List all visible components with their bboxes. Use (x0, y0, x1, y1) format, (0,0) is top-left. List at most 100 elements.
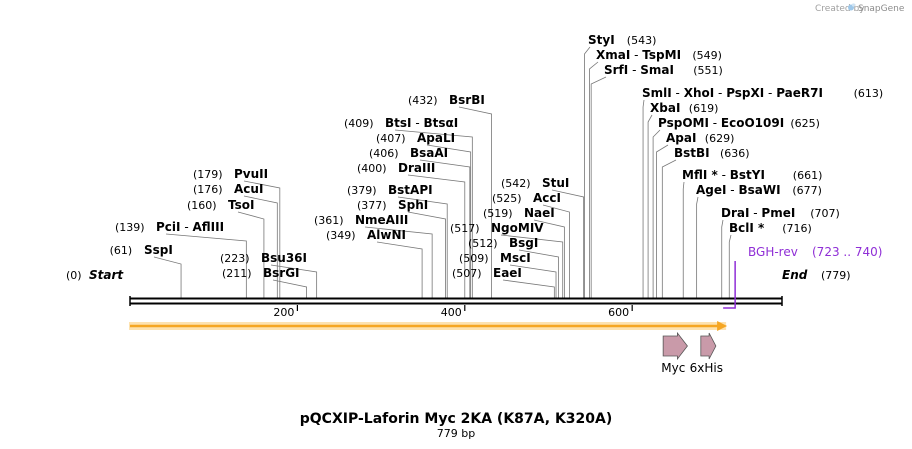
site-names[interactable]: BstAPI (388, 183, 433, 197)
site-names[interactable]: ApaI (666, 131, 696, 145)
site-msci[interactable]: MscI (509) (459, 251, 531, 265)
site-names[interactable]: PvuII (234, 167, 268, 181)
site-smli-xhoi-pspxi-paer7i[interactable]: SmlI - XhoI - PspXI - PaeR7I (613) (642, 86, 883, 100)
site-btsi-bts-i[interactable]: BtsI - BtsαI (409) (344, 116, 458, 130)
site-names[interactable]: BtsI - BtsαI (385, 116, 458, 130)
enzyme-name[interactable]: SrfI (604, 63, 628, 77)
site-pcii-afliii[interactable]: PciI - AflIII (139) (115, 220, 224, 234)
enzyme-name[interactable]: NgoMIV (491, 221, 544, 235)
enzyme-name[interactable]: BsgI (509, 236, 538, 250)
site-names[interactable]: XmaI - TspMI (596, 48, 681, 62)
site-acui[interactable]: AcuI (176) (193, 182, 263, 196)
enzyme-name[interactable]: PmeI (761, 206, 795, 220)
site-apali[interactable]: ApaLI (407) (376, 131, 455, 145)
site-names[interactable]: NmeAIII (355, 213, 408, 227)
site-bstbi[interactable]: BstBI (636) (674, 146, 750, 160)
enzyme-name[interactable]: AflIII (192, 220, 224, 234)
enzyme-name[interactable]: BstBI (674, 146, 710, 160)
enzyme-name[interactable]: SmlI (642, 86, 672, 100)
site-bcli[interactable]: BclI * (716) (729, 221, 812, 235)
site-names[interactable]: BsrBI (449, 93, 485, 107)
site-xmai-tspmi[interactable]: XmaI - TspMI (549) (596, 48, 722, 62)
site-styi[interactable]: StyI (543) (588, 33, 656, 47)
site-bstapi[interactable]: BstAPI (379) (347, 183, 433, 197)
site-names[interactable]: DraI - PmeI (721, 206, 795, 220)
site-names[interactable]: AcuI (234, 182, 263, 196)
enzyme-name[interactable]: PvuII (234, 167, 268, 181)
site-bsrbi[interactable]: BsrBI (432) (408, 93, 485, 107)
site-names[interactable]: StuI (542, 176, 569, 190)
enzyme-name[interactable]: ApaLI (417, 131, 455, 145)
enzyme-name[interactable]: PciI (156, 220, 181, 234)
site-pspomi-ecoo109i[interactable]: PspOMI - EcoO109I (625) (658, 116, 820, 130)
enzyme-name[interactable]: PaeR7I (776, 86, 823, 100)
enzyme-name[interactable]: EcoO109I (721, 116, 784, 130)
site-names[interactable]: Bsu36I (261, 251, 307, 265)
primer-bgh-rev[interactable]: BGH-rev (723 .. 740) (723, 245, 882, 309)
enzyme-name[interactable]: DraI (721, 206, 749, 220)
enzyme-name[interactable]: AccI (533, 191, 561, 205)
enzyme-name[interactable]: SmaI (640, 63, 674, 77)
site-names[interactable]: AlwNI (367, 228, 406, 242)
enzyme-name[interactable]: BsrGI (263, 266, 300, 280)
site-mfli-bstyi[interactable]: MflI * - BstYI (661) (682, 168, 822, 182)
orf-arrow[interactable] (129, 321, 728, 331)
site-names[interactable]: ApaLI (417, 131, 455, 145)
site-names[interactable]: BsgI (509, 236, 538, 250)
site-bsu36i[interactable]: Bsu36I (223) (220, 251, 307, 265)
site-srfi-smai[interactable]: SrfI - SmaI (551) (604, 63, 723, 77)
site-names[interactable]: XbaI (650, 101, 680, 115)
site-names[interactable]: NgoMIV (491, 221, 544, 235)
enzyme-name[interactable]: XmaI (596, 48, 630, 62)
site-names[interactable]: BclI * (729, 221, 765, 235)
site-names[interactable]: StyI (588, 33, 615, 47)
site-names[interactable]: MscI (500, 251, 531, 265)
site-names[interactable]: NaeI (524, 206, 555, 220)
site-drai-pmei[interactable]: DraI - PmeI (707) (721, 206, 840, 220)
site-names[interactable]: DraIII (398, 161, 435, 175)
site-ngomiv[interactable]: NgoMIV (517) (450, 221, 544, 235)
feature-arrow[interactable] (700, 332, 717, 360)
site-naei[interactable]: NaeI (519) (483, 206, 555, 220)
site-draiii[interactable]: DraIII (400) (357, 161, 435, 175)
enzyme-name[interactable]: AgeI (696, 183, 726, 197)
site-nmeaiii[interactable]: NmeAIII (361) (314, 213, 408, 227)
site-names[interactable]: AccI (533, 191, 561, 205)
site-eaei[interactable]: EaeI (507) (452, 266, 522, 280)
enzyme-name[interactable]: NaeI (524, 206, 555, 220)
site-apai[interactable]: ApaI (629) (666, 131, 734, 145)
site-names[interactable]: AgeI - BsaWI (696, 183, 781, 197)
site-agei-bsawi[interactable]: AgeI - BsaWI (677) (696, 183, 822, 197)
site-names[interactable]: BstBI (674, 146, 710, 160)
site-names[interactable]: SmlI - XhoI - PspXI - PaeR7I (642, 86, 823, 100)
enzyme-name[interactable]: Bsu36I (261, 251, 307, 265)
site-names[interactable]: TsoI (228, 198, 254, 212)
enzyme-name[interactable]: BsrBI (449, 93, 485, 107)
enzyme-name[interactable]: TspMI (642, 48, 681, 62)
feature-arrow[interactable] (662, 331, 688, 361)
enzyme-name[interactable]: XbaI (650, 101, 680, 115)
enzyme-name[interactable]: DraIII (398, 161, 435, 175)
enzyme-name[interactable]: XhoI (684, 86, 715, 100)
enzyme-name[interactable]: SspI (144, 243, 173, 257)
enzyme-name[interactable]: SphI (398, 198, 428, 212)
enzyme-name[interactable]: EaeI (493, 266, 522, 280)
site-bsrgi[interactable]: BsrGI (211) (222, 266, 300, 280)
site-pvuii[interactable]: PvuII (179) (193, 167, 268, 181)
site-names[interactable]: MflI * - BstYI (682, 168, 765, 182)
site-sphi[interactable]: SphI (377) (357, 198, 428, 212)
site-xbai[interactable]: XbaI (619) (650, 101, 718, 115)
enzyme-name[interactable]: ApaI (666, 131, 696, 145)
site-names[interactable]: SrfI - SmaI (604, 63, 674, 77)
enzyme-name[interactable]: TsoI (228, 198, 254, 212)
enzyme-name[interactable]: BtsI (385, 116, 412, 130)
enzyme-name[interactable]: NmeAIII (355, 213, 408, 227)
site-names[interactable]: BsrGI (263, 266, 300, 280)
site-tsoi[interactable]: TsoI (160) (187, 198, 254, 212)
enzyme-name[interactable]: BstAPI (388, 183, 433, 197)
site-bsgi[interactable]: BsgI (512) (468, 236, 538, 250)
site-names[interactable]: BsaAI (410, 146, 448, 160)
enzyme-name[interactable]: BsaAI (410, 146, 448, 160)
enzyme-name[interactable]: StyI (588, 33, 615, 47)
site-bsaai[interactable]: BsaAI (406) (369, 146, 448, 160)
